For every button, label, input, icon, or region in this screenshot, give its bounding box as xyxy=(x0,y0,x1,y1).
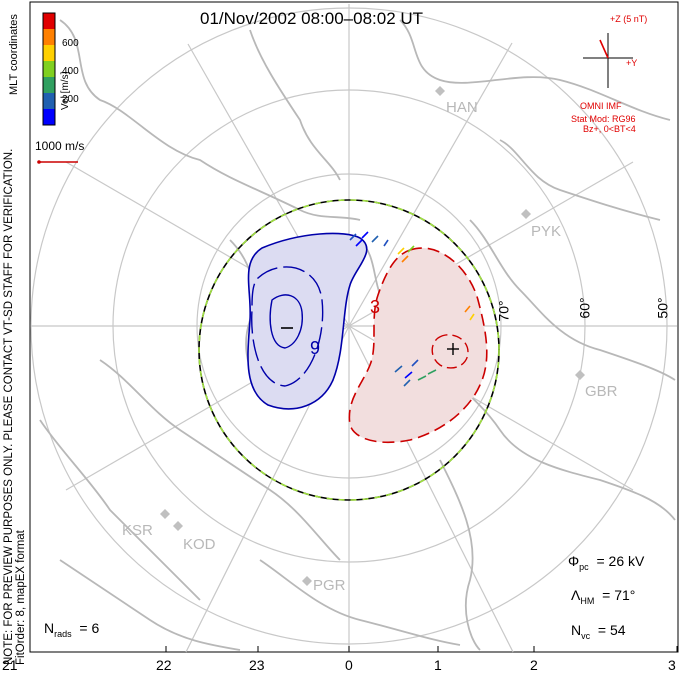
positive-contour-label: 3 xyxy=(370,297,381,317)
map-title: 01/Nov/2002 08:00–08:02 UT xyxy=(200,9,424,28)
latitude-label-70: 70° xyxy=(495,300,512,322)
station-pgr: PGR xyxy=(313,577,346,594)
mlt-tick-3: 3 xyxy=(668,657,676,673)
negative-contour-inner xyxy=(269,294,303,349)
colorbar-tick-200: 200 xyxy=(62,94,79,105)
preview-note: NOTE: FOR PREVIEW PURPOSES ONLY. PLEASE … xyxy=(3,149,27,665)
station-kod: KOD xyxy=(183,536,216,553)
velocity-vectors xyxy=(349,231,475,387)
imf-vector xyxy=(599,39,609,59)
preview-note-line1: NOTE: FOR PREVIEW PURPOSES ONLY. PLEASE … xyxy=(3,148,15,665)
mlt-tick-0: 0 xyxy=(345,657,353,673)
station-han: HAN xyxy=(446,99,478,116)
reference-vector-dot xyxy=(37,160,41,164)
coordinates-label: MLT coordinates xyxy=(8,14,20,95)
positive-potential-cell xyxy=(348,247,488,444)
mlt-tick-2: 2 xyxy=(530,657,538,673)
mlt-tick-marks xyxy=(29,646,678,652)
max-marker xyxy=(447,343,459,355)
latitude-label-60: 60° xyxy=(576,297,593,319)
negative-potential-cell xyxy=(247,232,368,410)
mlt-tick-1: 1 xyxy=(434,657,442,673)
latitude-label-50: 50° xyxy=(654,297,671,319)
preview-note-line2: FitOrder: 8, mapEX format xyxy=(15,530,27,665)
stat-phi-pc: Φpc = 26 kV xyxy=(568,553,645,572)
imf-y-label: +Y xyxy=(626,58,638,68)
colorbar-tick-600: 600 xyxy=(62,38,79,49)
station-gbr: GBR xyxy=(585,383,618,400)
negative-contour-mid xyxy=(251,266,324,387)
mlt-tick-22: 22 xyxy=(156,657,172,673)
mlt-tick-23: 23 xyxy=(249,657,265,673)
colorbar-tick-400: 400 xyxy=(62,66,79,77)
station-pyk: PYK xyxy=(531,223,562,240)
stat-n-rads: Nrads = 6 xyxy=(44,620,100,639)
station-ksr: KSR xyxy=(122,522,153,539)
positive-contour-inner xyxy=(431,334,469,369)
stat-lambda-hm: ΛHM = 71° xyxy=(571,587,636,606)
reference-vector-label: 1000 m/s xyxy=(35,139,85,153)
imf-source: OMNI IMF xyxy=(580,101,622,111)
mlt-tick-21: 21 xyxy=(2,657,18,673)
imf-stat-mod: Stat Mod: RG96 xyxy=(571,114,636,124)
plot-frame xyxy=(29,1,679,653)
station-markers xyxy=(160,86,585,586)
negative-contour-label: 9 xyxy=(310,338,321,358)
imf-z-label: +Z (5 nT) xyxy=(610,14,648,24)
colorbar xyxy=(42,12,56,126)
imf-condition: Bz+, 0<BT<4 xyxy=(583,124,636,134)
stat-n-vc: Nvc = 54 xyxy=(571,622,626,641)
hm-boundary-dash xyxy=(198,199,500,501)
